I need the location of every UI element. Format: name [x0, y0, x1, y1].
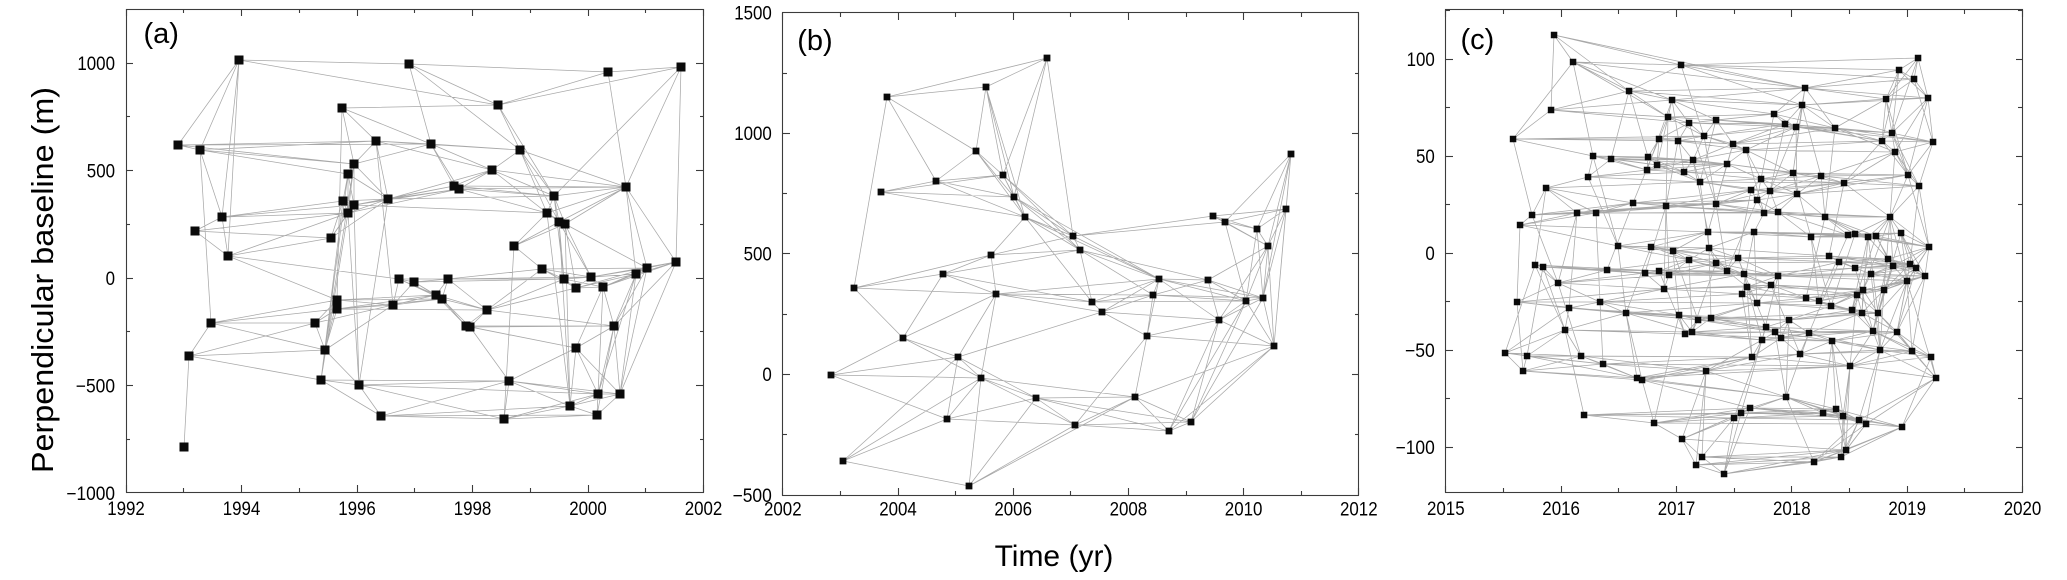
svg-text:−500: −500	[76, 376, 115, 397]
svg-text:2017: 2017	[1658, 499, 1696, 520]
svg-text:−50: −50	[1405, 341, 1435, 362]
svg-text:−100: −100	[1396, 438, 1435, 459]
svg-text:2004: 2004	[879, 500, 917, 521]
svg-text:Perpendicular baseline (m): Perpendicular baseline (m)	[25, 87, 60, 473]
svg-text:0: 0	[1425, 244, 1434, 265]
svg-text:500: 500	[87, 161, 115, 182]
svg-text:2020: 2020	[2004, 499, 2042, 520]
svg-text:2002: 2002	[685, 499, 723, 520]
svg-text:1998: 1998	[454, 499, 492, 520]
svg-text:2012: 2012	[1340, 500, 1378, 521]
svg-text:2006: 2006	[994, 500, 1032, 521]
svg-text:1994: 1994	[223, 499, 261, 520]
svg-text:2010: 2010	[1225, 500, 1263, 521]
svg-text:0: 0	[106, 269, 115, 290]
svg-text:0: 0	[762, 365, 771, 386]
svg-text:1000: 1000	[734, 124, 772, 145]
svg-text:50: 50	[1416, 147, 1435, 168]
svg-text:(c): (c)	[1461, 24, 1495, 56]
svg-text:Time (yr): Time (yr)	[995, 540, 1114, 573]
svg-text:1500: 1500	[734, 4, 772, 25]
svg-text:2018: 2018	[1773, 499, 1811, 520]
svg-text:1992: 1992	[107, 499, 145, 520]
svg-text:2002: 2002	[764, 500, 802, 521]
svg-text:1996: 1996	[338, 499, 376, 520]
svg-text:1000: 1000	[77, 54, 115, 75]
svg-text:2015: 2015	[1427, 499, 1465, 520]
svg-text:−1000: −1000	[66, 484, 115, 505]
svg-text:2019: 2019	[1888, 499, 1926, 520]
svg-text:2016: 2016	[1542, 499, 1580, 520]
svg-text:2008: 2008	[1110, 500, 1148, 521]
svg-text:500: 500	[744, 245, 772, 266]
svg-text:−500: −500	[733, 486, 772, 507]
svg-text:2000: 2000	[569, 499, 607, 520]
svg-text:(a): (a)	[144, 18, 179, 50]
svg-text:(b): (b)	[797, 25, 832, 57]
svg-text:100: 100	[1407, 50, 1435, 71]
